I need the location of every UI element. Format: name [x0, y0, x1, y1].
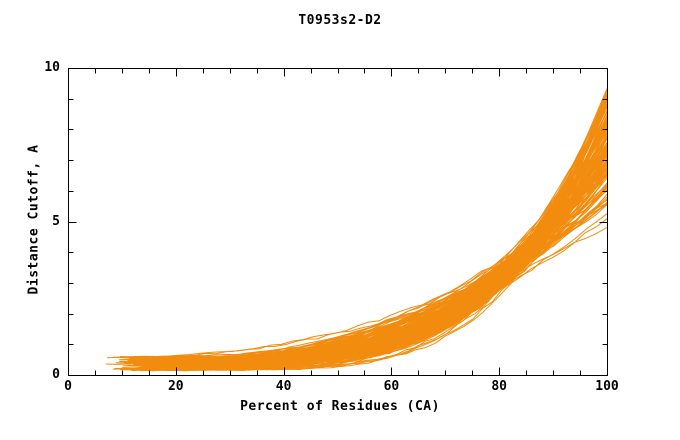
y-tick-label: 10 — [44, 60, 60, 75]
x-axis-label: Percent of Residues (CA) — [240, 399, 440, 414]
x-tick-label: 80 — [491, 379, 508, 394]
y-tick-label: 5 — [52, 213, 60, 229]
y-tick-label: 0 — [52, 367, 60, 382]
x-tick-label: 100 — [595, 379, 619, 394]
x-tick-label: 40 — [275, 379, 292, 394]
chart-title: T0953s2-D2 — [298, 13, 382, 28]
x-tick-label: 60 — [383, 379, 400, 394]
x-tick-label: 0 — [64, 379, 72, 394]
x-tick-label: 20 — [167, 379, 184, 394]
